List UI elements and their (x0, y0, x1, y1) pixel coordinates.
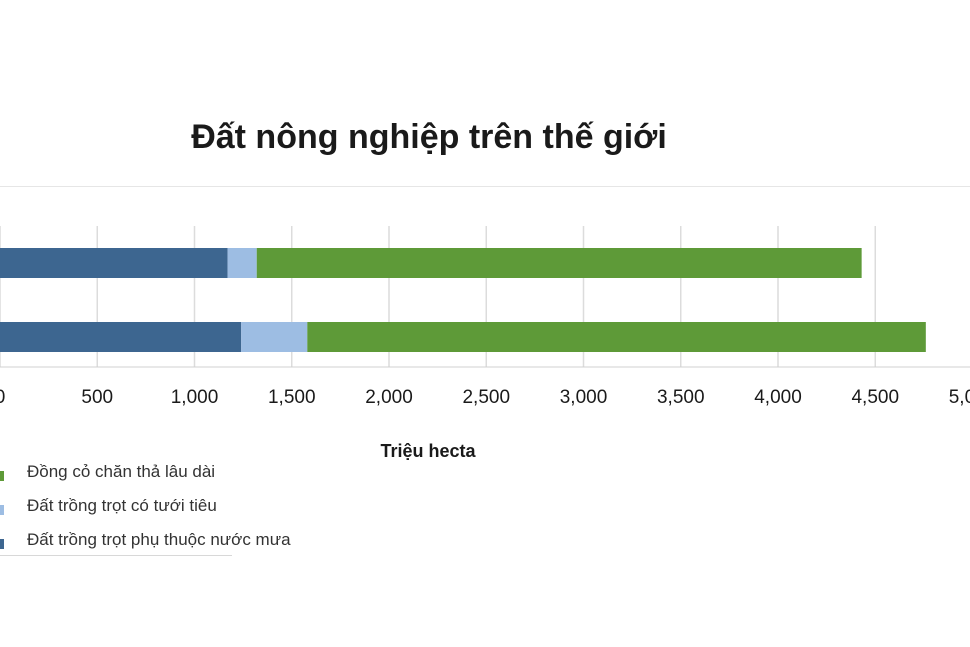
bar-segment (256, 248, 862, 278)
bar-segment (0, 248, 228, 278)
legend-swatch (0, 471, 4, 481)
x-tick-label: 5,000 (949, 387, 970, 408)
legend-swatch (0, 505, 4, 515)
x-tick-label: 1,500 (268, 387, 316, 408)
legend-divider (0, 555, 232, 556)
bar-segment (307, 322, 926, 352)
x-axis-title: Triệu hecta (380, 441, 476, 461)
x-tick-label: 3,000 (560, 387, 608, 408)
chart-plot-area: 0 500 1,000 1,500 2,000 2,500 3,000 3,500 4,000 4… (0, 226, 970, 461)
x-tick-label: 4,000 (754, 387, 802, 408)
chart-title: Đất nông nghiệp trên thế giới (191, 118, 667, 156)
x-tick-label: 0 (0, 387, 5, 408)
legend-label: Đồng cỏ chăn thả lâu dài (27, 462, 216, 481)
x-tick-label: 2,000 (365, 387, 413, 408)
x-tick-label: 3,500 (657, 387, 705, 408)
bar-segment (227, 248, 257, 278)
x-tick-label: 1,000 (171, 387, 219, 408)
bar-segment (0, 322, 242, 352)
x-tick-label: 2,500 (462, 387, 510, 408)
legend-swatch (0, 539, 4, 549)
legend-label: Đất trồng trọt có tưới tiêu (27, 496, 217, 515)
x-tick-label: 500 (81, 387, 113, 408)
legend-label: Đất trồng trọt phụ thuộc nước mưa (27, 530, 291, 549)
bar-segment (241, 322, 308, 352)
x-tick-label: 4,500 (851, 387, 899, 408)
chart-top-border (0, 186, 970, 187)
